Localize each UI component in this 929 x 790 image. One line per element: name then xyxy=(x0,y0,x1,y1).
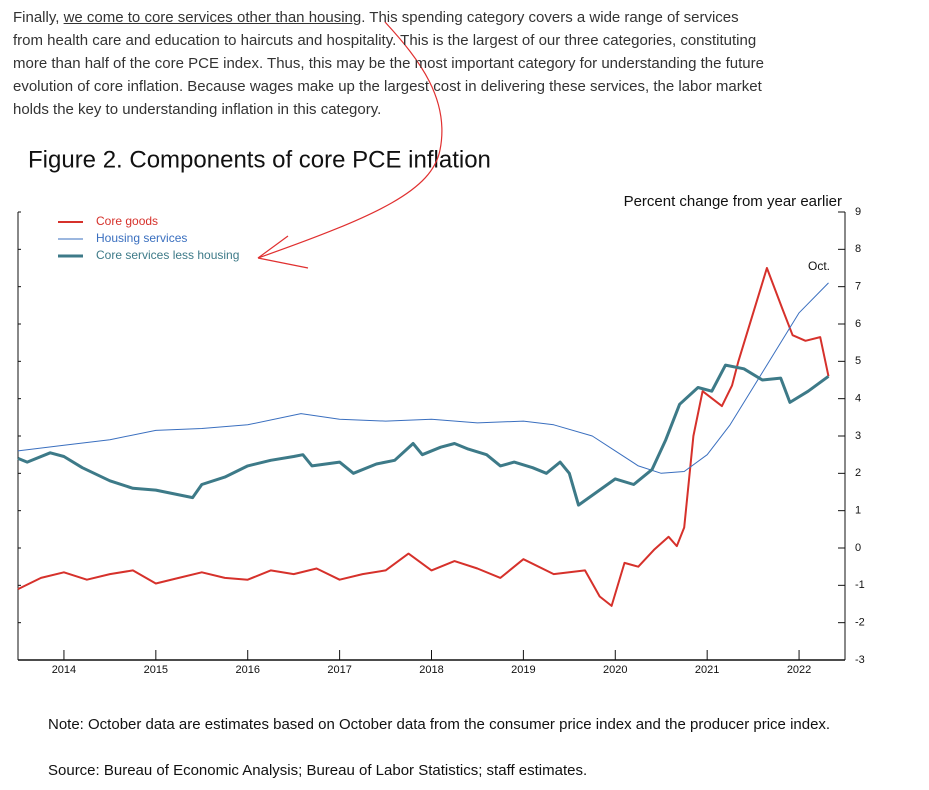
arrow-line xyxy=(257,21,443,259)
arrow-head xyxy=(257,235,309,269)
text: . This spending category covers a wide r… xyxy=(13,9,764,118)
x-tick-label: 2020 xyxy=(603,664,627,676)
y-tick-label: -3 xyxy=(855,654,865,666)
x-tick-label: 2016 xyxy=(235,664,259,676)
plot: -3 -2 -1 0 1 2 3 4 5 6 7 8 9 2014 2015 2016 2017 2018 2019… xyxy=(17,206,865,676)
annotation-arrows xyxy=(257,21,443,269)
paragraph: Finally, we come to core services other … xyxy=(13,6,765,121)
x-tick-label: 2017 xyxy=(327,664,351,676)
chart-title: Figure 2. Components of core PCE inflati… xyxy=(28,146,491,173)
y-tick-label: 1 xyxy=(855,505,861,517)
y-tick-label: 2 xyxy=(855,467,861,479)
y-tick-label: 6 xyxy=(855,318,861,330)
series-line xyxy=(17,267,830,607)
y-tick-label: 7 xyxy=(855,281,861,293)
y-tick-label: -2 xyxy=(855,617,865,629)
note: Note: October data are estimates based o… xyxy=(48,716,831,733)
y-tick-label: 8 xyxy=(855,243,861,255)
x-tick-label: 2022 xyxy=(787,664,811,676)
y-tick-label: 9 xyxy=(855,206,861,218)
y-tick-label: 3 xyxy=(855,430,861,442)
series-line xyxy=(17,282,829,474)
annotation: Oct. xyxy=(808,259,830,273)
legend-label: Housing services xyxy=(96,231,187,245)
x-tick-label: 2014 xyxy=(52,664,76,676)
x-tick-label: 2015 xyxy=(144,664,168,676)
text: Finally, xyxy=(13,9,64,26)
source: Source: Bureau of Economic Analysis; Bur… xyxy=(48,762,588,779)
legend-label: Core services less housing xyxy=(96,248,239,262)
axis-title: Percent change from year earlier xyxy=(624,193,842,210)
y-tick-label: 0 xyxy=(855,542,861,554)
x-tick-label: 2019 xyxy=(511,664,535,676)
y-tick-label: 5 xyxy=(855,355,861,367)
y-tick-label: 4 xyxy=(855,393,861,405)
underlined-text: we come to core services other than hous… xyxy=(63,9,362,26)
x-tick-label: 2018 xyxy=(419,664,443,676)
x-tick-label: 2021 xyxy=(695,664,719,676)
series-line xyxy=(17,363,830,507)
y-tick-label: -1 xyxy=(855,579,865,591)
legend-label: Core goods xyxy=(96,214,158,228)
